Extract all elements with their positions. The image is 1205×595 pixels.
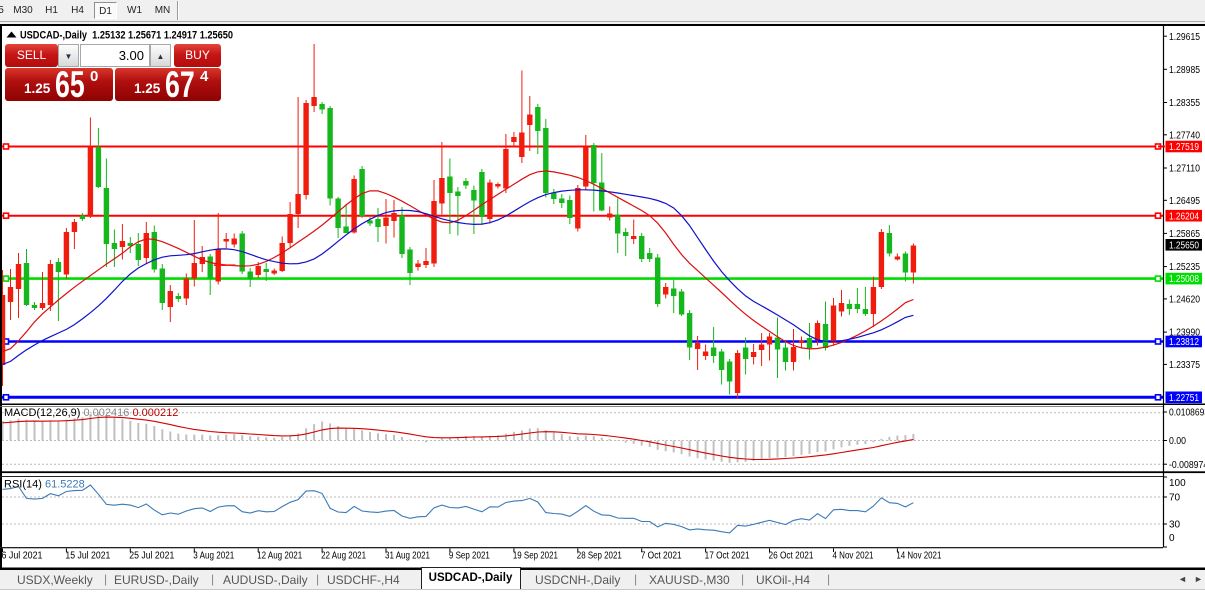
svg-text:1.24620: 1.24620 xyxy=(1169,295,1200,306)
svg-text:70: 70 xyxy=(1169,493,1181,504)
svg-text:1.25235: 1.25235 xyxy=(1169,262,1200,273)
svg-text:0.0108693: 0.0108693 xyxy=(1169,408,1205,419)
svg-text:100: 100 xyxy=(1169,478,1186,489)
svg-text:RSI(14) 61.5228: RSI(14) 61.5228 xyxy=(4,479,85,491)
svg-text:USDCAD-,Daily 1.25132 1.25671: USDCAD-,Daily 1.25132 1.25671 1.24917 1.… xyxy=(20,30,233,42)
svg-text:1.26204: 1.26204 xyxy=(1169,211,1199,222)
svg-text:1.27110: 1.27110 xyxy=(1169,164,1200,175)
svg-text:1.23990: 1.23990 xyxy=(1169,328,1200,339)
svg-text:MACD(12,26,9) 0.002416 0.00021: MACD(12,26,9) 0.002416 0.000212 xyxy=(4,407,178,419)
svg-text:28 Sep 2021: 28 Sep 2021 xyxy=(577,551,622,562)
svg-text:9 Sep 2021: 9 Sep 2021 xyxy=(449,551,490,562)
svg-text:6 Jul 2021: 6 Jul 2021 xyxy=(2,551,43,562)
svg-text:1.25865: 1.25865 xyxy=(1169,229,1200,240)
svg-text:-0.0089743: -0.0089743 xyxy=(1169,460,1205,471)
svg-text:1.29615: 1.29615 xyxy=(1169,32,1200,43)
svg-text:1.26495: 1.26495 xyxy=(1169,196,1200,207)
svg-text:30: 30 xyxy=(1169,520,1181,531)
svg-text:26 Oct 2021: 26 Oct 2021 xyxy=(769,551,814,562)
svg-text:19 Sep 2021: 19 Sep 2021 xyxy=(513,551,558,562)
svg-text:1.25650: 1.25650 xyxy=(1169,240,1199,251)
svg-text:31 Aug 2021: 31 Aug 2021 xyxy=(385,551,430,562)
svg-text:22 Aug 2021: 22 Aug 2021 xyxy=(321,551,366,562)
svg-text:1.27740: 1.27740 xyxy=(1169,130,1200,141)
svg-text:0: 0 xyxy=(1169,533,1175,544)
svg-text:1.23375: 1.23375 xyxy=(1169,360,1200,371)
svg-text:12 Aug 2021: 12 Aug 2021 xyxy=(257,551,302,562)
svg-text:1.25008: 1.25008 xyxy=(1169,274,1199,285)
svg-text:7 Oct 2021: 7 Oct 2021 xyxy=(641,551,682,562)
svg-text:25 Jul 2021: 25 Jul 2021 xyxy=(129,551,174,562)
svg-text:1.22751: 1.22751 xyxy=(1169,393,1199,404)
svg-text:1.27519: 1.27519 xyxy=(1169,142,1199,153)
svg-text:3 Aug 2021: 3 Aug 2021 xyxy=(193,551,234,562)
svg-text:17 Oct 2021: 17 Oct 2021 xyxy=(705,551,750,562)
svg-text:1.23812: 1.23812 xyxy=(1169,337,1199,348)
svg-text:1.28355: 1.28355 xyxy=(1169,98,1200,109)
svg-text:0.00: 0.00 xyxy=(1169,436,1186,447)
svg-text:4 Nov 2021: 4 Nov 2021 xyxy=(833,551,874,562)
svg-text:15 Jul 2021: 15 Jul 2021 xyxy=(65,551,110,562)
svg-text:1.28985: 1.28985 xyxy=(1169,65,1200,76)
svg-text:14 Nov 2021: 14 Nov 2021 xyxy=(896,551,941,562)
